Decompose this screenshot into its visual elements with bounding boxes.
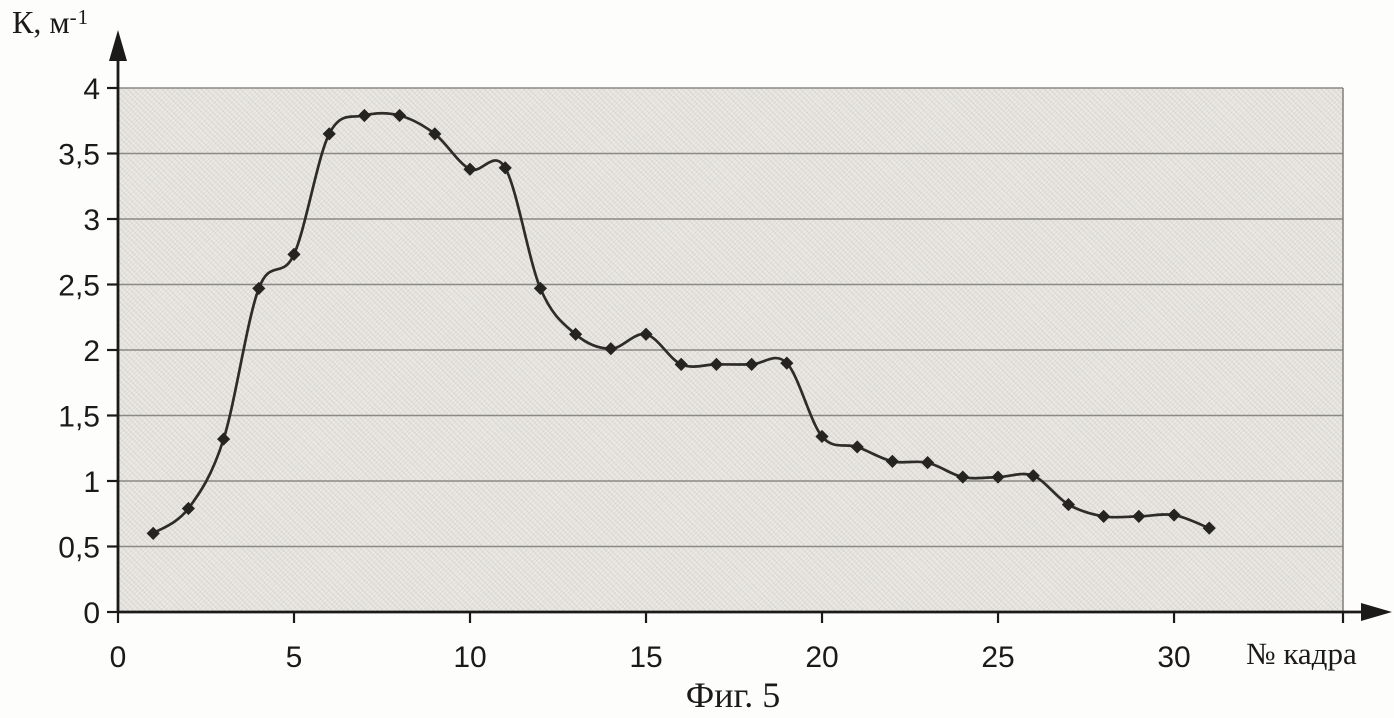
figure-caption: Фиг. 5 (685, 675, 781, 715)
data-point-marker-11 (498, 161, 512, 175)
data-point-marker-31 (1202, 521, 1216, 535)
x-tick-label-30: 30 (1157, 641, 1190, 674)
data-point-marker-5 (287, 247, 301, 261)
y-tick-label-3: 3 (83, 204, 100, 237)
x-tick-label-0: 0 (110, 641, 127, 674)
data-curve (151, 111, 1211, 535)
y-axis-title-exponent: -1 (69, 5, 90, 29)
data-point-marker-29 (1132, 509, 1146, 523)
data-point-marker-28 (1097, 509, 1111, 523)
data-point-marker-16 (674, 357, 688, 372)
y-tick-label-2,5: 2,5 (58, 269, 100, 302)
data-point-marker-3 (217, 432, 231, 446)
x-tick-label-5: 5 (286, 641, 303, 674)
data-point-marker-1 (146, 526, 160, 540)
y-axis-arrow-icon (109, 30, 127, 61)
y-tick-label-2: 2 (83, 335, 100, 368)
data-point-marker-21 (850, 440, 864, 454)
y-tick-label-3,5: 3,5 (58, 138, 100, 171)
data-point-marker-30 (1167, 508, 1181, 522)
data-point-marker-24 (956, 470, 970, 484)
data-point-marker-22 (885, 454, 900, 468)
data-point-marker-18 (745, 357, 759, 372)
data-point-marker-2 (181, 501, 196, 516)
data-point-marker-9 (428, 127, 442, 141)
x-tick-label-15: 15 (629, 641, 662, 674)
data-point-marker-13 (569, 327, 583, 341)
data-point-marker-23 (921, 456, 935, 470)
x-tick-label-25: 25 (981, 641, 1014, 674)
x-axis-arrow-icon (1361, 603, 1392, 621)
data-point-marker-10 (463, 162, 477, 176)
data-point-marker-27 (1061, 497, 1076, 512)
data-point-marker-8 (393, 108, 407, 123)
data-point-marker-12 (533, 281, 548, 296)
data-point-marker-4 (252, 281, 266, 296)
data-point-marker-20 (815, 429, 829, 444)
y-axis-title-text: К, м (12, 4, 70, 40)
y-tick-label-1: 1 (83, 466, 100, 499)
data-point-marker-25 (991, 470, 1005, 484)
data-point-marker-15 (639, 327, 653, 341)
y-tick-label-0,5: 0,5 (58, 531, 100, 564)
x-tick-label-10: 10 (453, 641, 486, 674)
data-point-marker-19 (780, 356, 794, 370)
data-point-marker-6 (322, 127, 336, 141)
y-tick-label-1,5: 1,5 (58, 400, 100, 433)
y-tick-label-0: 0 (83, 597, 100, 630)
y-tick-label-4: 4 (83, 73, 100, 106)
y-axis-title: К, м-1 (12, 4, 89, 41)
data-point-marker-7 (357, 108, 372, 123)
data-point-marker-17 (709, 357, 724, 372)
data-point-marker-14 (604, 342, 618, 356)
x-axis-title: № кадра (1246, 636, 1357, 671)
x-tick-label-20: 20 (805, 641, 838, 674)
data-point-marker-26 (1026, 469, 1040, 483)
